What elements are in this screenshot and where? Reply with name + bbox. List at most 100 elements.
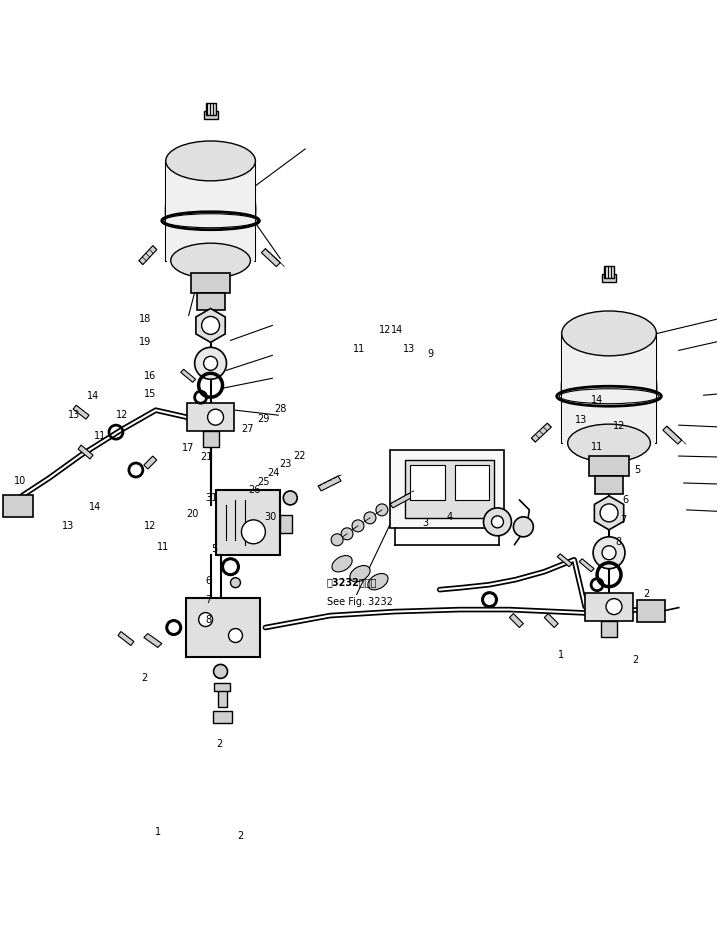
Circle shape — [199, 613, 213, 626]
Circle shape — [483, 508, 511, 536]
Ellipse shape — [568, 424, 651, 462]
Circle shape — [492, 516, 503, 528]
Text: 18: 18 — [139, 314, 151, 324]
Text: 2: 2 — [633, 654, 638, 665]
Text: 12: 12 — [116, 410, 129, 420]
Text: 25: 25 — [258, 477, 270, 487]
Circle shape — [241, 520, 266, 544]
Polygon shape — [78, 445, 93, 459]
Bar — [205, 103, 215, 115]
Text: 27: 27 — [241, 424, 253, 434]
Text: 5: 5 — [635, 465, 640, 474]
Circle shape — [593, 537, 625, 569]
Circle shape — [195, 347, 226, 379]
Polygon shape — [118, 632, 134, 646]
Bar — [405, 460, 495, 518]
Text: 8: 8 — [615, 537, 621, 547]
Circle shape — [602, 546, 616, 560]
Text: 12: 12 — [144, 521, 157, 531]
Text: 11: 11 — [157, 541, 169, 552]
Bar — [213, 711, 233, 723]
Circle shape — [513, 517, 533, 537]
Text: 1: 1 — [558, 650, 564, 660]
Polygon shape — [557, 554, 572, 567]
Circle shape — [331, 534, 343, 546]
Text: 2: 2 — [141, 673, 147, 684]
Circle shape — [364, 512, 376, 524]
Bar — [187, 404, 235, 431]
Bar — [604, 266, 614, 277]
Bar — [197, 292, 225, 310]
Text: 6: 6 — [623, 495, 628, 505]
Polygon shape — [579, 559, 594, 571]
Bar — [561, 334, 656, 443]
Polygon shape — [196, 308, 225, 342]
Bar — [280, 515, 292, 533]
Text: 10: 10 — [14, 476, 27, 486]
Ellipse shape — [166, 141, 256, 181]
Bar — [166, 161, 256, 260]
Text: 11: 11 — [94, 431, 106, 440]
Ellipse shape — [561, 311, 656, 356]
Polygon shape — [544, 614, 558, 627]
Circle shape — [606, 599, 622, 615]
Bar — [213, 684, 230, 691]
Bar — [595, 476, 623, 494]
Bar — [454, 465, 490, 500]
Bar — [186, 598, 261, 657]
Text: 8: 8 — [205, 615, 211, 625]
Text: 31: 31 — [205, 493, 218, 503]
Bar — [410, 465, 444, 500]
Text: 5: 5 — [211, 543, 218, 554]
Text: 3: 3 — [422, 519, 428, 528]
Bar — [390, 450, 505, 528]
Text: 24: 24 — [267, 469, 280, 478]
Text: 29: 29 — [258, 414, 270, 423]
Text: 1: 1 — [155, 827, 162, 836]
Ellipse shape — [171, 243, 251, 278]
Text: 第3232図参照: 第3232図参照 — [327, 577, 378, 587]
Bar — [585, 592, 633, 620]
Circle shape — [352, 520, 364, 532]
Text: 30: 30 — [265, 512, 277, 521]
Circle shape — [284, 491, 297, 505]
Bar — [589, 456, 629, 476]
Bar — [601, 620, 617, 637]
Circle shape — [600, 504, 618, 521]
Polygon shape — [139, 246, 157, 265]
Text: 16: 16 — [144, 371, 157, 381]
Text: 19: 19 — [139, 337, 151, 347]
Text: 9: 9 — [427, 349, 433, 359]
Ellipse shape — [368, 573, 388, 589]
Text: 7: 7 — [205, 595, 212, 605]
Bar — [204, 111, 218, 119]
Text: 12: 12 — [613, 422, 625, 431]
Ellipse shape — [350, 566, 370, 582]
Text: 11: 11 — [353, 344, 365, 355]
Polygon shape — [261, 249, 280, 267]
Text: 20: 20 — [186, 509, 198, 519]
Bar — [191, 273, 230, 292]
Text: 14: 14 — [592, 395, 604, 405]
Polygon shape — [73, 405, 89, 419]
Text: 17: 17 — [182, 443, 194, 453]
Circle shape — [208, 409, 223, 425]
Polygon shape — [531, 423, 551, 442]
Circle shape — [376, 504, 388, 516]
Bar — [602, 273, 616, 282]
Text: 15: 15 — [144, 389, 157, 400]
Ellipse shape — [561, 319, 656, 458]
Text: 22: 22 — [293, 451, 306, 460]
Text: 14: 14 — [87, 391, 100, 402]
Text: 12: 12 — [379, 325, 391, 336]
Polygon shape — [144, 634, 162, 648]
Polygon shape — [595, 496, 624, 530]
Circle shape — [213, 665, 228, 678]
Text: 13: 13 — [68, 410, 80, 420]
Text: 2: 2 — [238, 832, 243, 841]
Text: 4: 4 — [447, 512, 452, 521]
Ellipse shape — [332, 555, 352, 571]
Polygon shape — [144, 456, 157, 469]
Bar — [215, 490, 280, 554]
Polygon shape — [181, 370, 195, 382]
